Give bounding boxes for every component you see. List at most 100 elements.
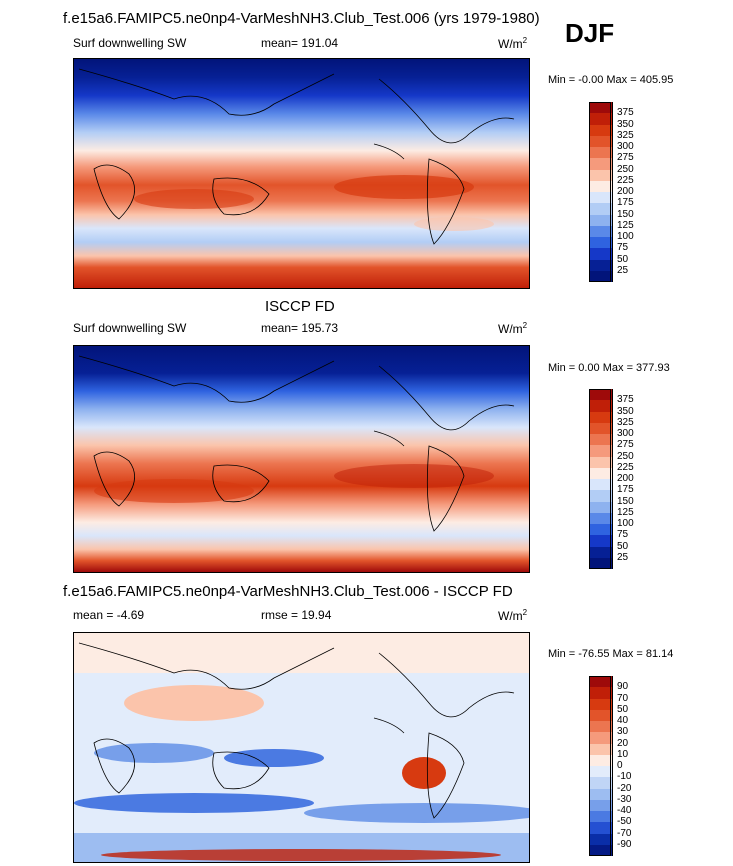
colorbar-swatch — [589, 844, 613, 856]
colorbar-swatch — [589, 158, 613, 170]
colorbar-tick-label: -10 — [617, 771, 632, 783]
colorbar-swatch — [589, 822, 613, 834]
colorbar-tick-label: 125 — [617, 219, 634, 231]
colorbar-swatch — [589, 557, 613, 569]
colorbar-swatch — [589, 766, 613, 778]
colorbar-tick-label: -40 — [617, 805, 632, 816]
panel-3-map — [73, 632, 530, 863]
colorbar-swatch — [589, 777, 613, 789]
colorbar-tick-label: -50 — [617, 816, 632, 828]
colorbar-tick-label: 125 — [617, 506, 634, 518]
panel-2-subtitle: ISCCP FD — [265, 298, 335, 315]
colorbar-swatch — [589, 467, 613, 479]
colorbar-tick-label: 275 — [617, 439, 634, 451]
panel-2-units: W/m2 — [498, 321, 528, 336]
colorbar-tick-label: 50 — [617, 540, 629, 552]
panel-3-units: W/m2 — [498, 608, 528, 623]
colorbar-tick-label: 150 — [617, 208, 634, 220]
panel-1-units: W/m2 — [498, 36, 528, 51]
colorbar-swatch — [589, 113, 613, 125]
colorbar-swatch — [589, 192, 613, 204]
colorbar-tick-label: 90 — [617, 681, 629, 693]
colorbar-swatch — [589, 490, 613, 502]
panel-3-minmax: Min = -76.55 Max = 81.14 — [548, 648, 674, 660]
colorbar-swatch — [589, 248, 613, 260]
colorbar-swatch — [589, 799, 613, 811]
panel-2-map — [73, 345, 530, 573]
colorbar-tick-label: 70 — [617, 692, 629, 704]
colorbar-swatch — [589, 687, 613, 699]
colorbar-swatch — [589, 270, 613, 282]
colorbar-swatch — [589, 524, 613, 536]
colorbar-swatch — [589, 546, 613, 558]
colorbar-swatch — [589, 788, 613, 800]
colorbar-swatch — [589, 743, 613, 755]
colorbar-tick-label: 250 — [617, 450, 634, 462]
colorbar-tick-label: 75 — [617, 529, 629, 541]
colorbar-swatch — [589, 124, 613, 136]
season-label: DJF — [565, 18, 615, 48]
colorbar-swatch — [589, 203, 613, 215]
colorbar-tick-label: 25 — [617, 551, 629, 563]
colorbar-swatch — [589, 479, 613, 491]
colorbar-swatch — [589, 102, 613, 114]
colorbar-tick-label: 225 — [617, 461, 634, 473]
colorbar-tick-label: -70 — [617, 827, 632, 839]
colorbar-tick-label: -30 — [617, 793, 632, 805]
colorbar-swatch — [589, 512, 613, 524]
colorbar-swatch — [589, 214, 613, 226]
colorbar-tick-label: 100 — [617, 518, 634, 529]
panel-2-mean: mean= 195.73 — [261, 321, 339, 335]
colorbar-tick-label: 350 — [617, 118, 634, 130]
plot-title: f.e15a6.FAMIPC5.ne0np4-VarMeshNH3.Club_T… — [63, 10, 540, 27]
colorbar-tick-label: 325 — [617, 129, 634, 141]
colorbar-swatch — [589, 237, 613, 249]
colorbar-tick-label: 25 — [617, 264, 629, 276]
colorbar-tick-label: 40 — [617, 715, 629, 726]
colorbar-swatch — [589, 709, 613, 721]
colorbar-tick-label: 75 — [617, 242, 629, 254]
panel-3-rmse: rmse = 19.94 — [261, 608, 332, 622]
colorbar-tick-label: 300 — [617, 428, 634, 439]
colorbar-swatch — [589, 135, 613, 147]
panel-3-field-svg — [74, 633, 529, 862]
colorbar-swatch — [589, 434, 613, 446]
colorbar-swatch — [589, 754, 613, 766]
colorbar-tick-label: 0 — [617, 760, 623, 771]
colorbar-swatch — [589, 698, 613, 710]
panel-2-minmax: Min = 0.00 Max = 377.93 — [548, 362, 670, 374]
panel-2-field-label: Surf downwelling SW — [73, 321, 187, 335]
colorbar-swatch — [589, 411, 613, 423]
colorbar-tick-label: 375 — [617, 107, 634, 119]
colorbar-swatch — [589, 501, 613, 513]
panel-1-field-svg — [74, 59, 529, 288]
colorbar-swatch — [589, 180, 613, 192]
colorbar-swatch — [589, 732, 613, 744]
colorbar-tick-label: 175 — [617, 484, 634, 496]
colorbar-tick-label: 225 — [617, 174, 634, 186]
colorbar-swatch — [589, 445, 613, 457]
colorbar-tick-label: 200 — [617, 473, 634, 484]
colorbar-swatch — [589, 400, 613, 412]
panel-2-colorbar: 375 350 325 300 275 250 225 200 175 150 125 100 75 50… — [589, 389, 659, 569]
colorbar-tick-label: 50 — [617, 703, 629, 715]
colorbar-tick-label: 20 — [617, 737, 629, 749]
colorbar-tick-label: 200 — [617, 186, 634, 197]
colorbar-tick-label: 10 — [617, 748, 629, 760]
colorbar-swatch — [589, 676, 613, 688]
colorbar-tick-label: 375 — [617, 394, 634, 406]
colorbar-tick-label: 150 — [617, 495, 634, 507]
colorbar-swatch — [589, 456, 613, 468]
panel-1-map — [73, 58, 530, 289]
colorbar-tick-label: -90 — [617, 838, 632, 850]
colorbar-tick-label: 275 — [617, 152, 634, 164]
colorbar-swatch — [589, 535, 613, 547]
panel-1-minmax: Min = -0.00 Max = 405.95 — [548, 74, 674, 86]
panel-1-colorbar: 375 350 325 300 275 250 225 200 175 150 125 100 75 50… — [589, 102, 659, 282]
colorbar-tick-label: 50 — [617, 253, 629, 265]
colorbar-tick-label: 300 — [617, 141, 634, 152]
colorbar-tick-label: -20 — [617, 782, 632, 794]
panel-3-mean: mean = -4.69 — [73, 608, 145, 622]
panel-1-field-label: Surf downwelling SW — [73, 36, 187, 50]
colorbar-tick-label: 350 — [617, 405, 634, 417]
